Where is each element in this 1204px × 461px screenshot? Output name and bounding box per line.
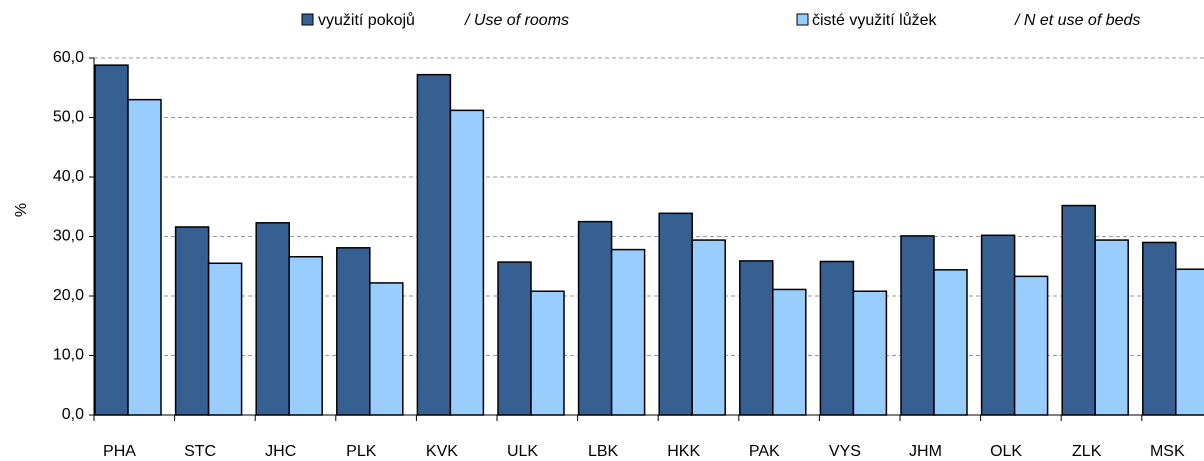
bar bbox=[207, 262, 243, 416]
bar bbox=[288, 255, 323, 416]
legend-label-en: / Use of rooms bbox=[464, 12, 569, 29]
x-tick-label: JHC bbox=[265, 443, 296, 460]
bar bbox=[1175, 268, 1204, 416]
bar bbox=[1142, 241, 1177, 416]
x-tick-label: ZLK bbox=[1072, 443, 1102, 460]
bar bbox=[819, 260, 855, 416]
x-tick-label: HKK bbox=[667, 443, 700, 460]
bar bbox=[127, 98, 162, 416]
x-tick-label: PLK bbox=[346, 443, 377, 460]
y-tick-label: 10,0 bbox=[53, 347, 84, 364]
bar bbox=[739, 260, 774, 416]
bar bbox=[449, 109, 485, 416]
bar bbox=[1061, 204, 1096, 416]
y-tick-label: 0,0 bbox=[62, 406, 84, 423]
bar bbox=[336, 247, 371, 416]
bar bbox=[933, 269, 968, 416]
y-tick-label: 30,0 bbox=[53, 228, 84, 245]
bar bbox=[577, 220, 613, 416]
bar bbox=[1013, 275, 1049, 416]
bar bbox=[174, 226, 210, 416]
legend-swatch bbox=[796, 13, 809, 26]
x-tick-label: VYS bbox=[829, 443, 861, 460]
x-tick-label: PAK bbox=[749, 443, 780, 460]
y-tick-label: 20,0 bbox=[53, 287, 84, 304]
bar bbox=[610, 248, 646, 416]
bar bbox=[255, 222, 290, 416]
bar bbox=[94, 64, 129, 416]
x-tick-label: STC bbox=[184, 443, 216, 460]
x-tick-label: PHA bbox=[103, 443, 136, 460]
bar bbox=[900, 235, 935, 416]
x-tick-label: KVK bbox=[426, 443, 458, 460]
bar bbox=[530, 290, 565, 416]
legend-label: využití pokojů bbox=[318, 11, 415, 29]
legend-label: čisté využití lůžek bbox=[812, 11, 937, 29]
bar bbox=[658, 212, 693, 416]
bar bbox=[691, 239, 726, 416]
x-tick-label: ULK bbox=[507, 443, 538, 460]
y-tick-label: 40,0 bbox=[53, 168, 84, 185]
legend-label-en: / N et use of beds bbox=[1014, 12, 1140, 29]
x-tick-label: MSK bbox=[1150, 443, 1185, 460]
y-axis-label: % bbox=[13, 203, 30, 217]
bar bbox=[369, 282, 404, 416]
bar bbox=[497, 261, 532, 416]
y-tick-label: 60,0 bbox=[53, 49, 84, 66]
y-tick-label: 50,0 bbox=[53, 109, 84, 126]
x-tick-label: LBK bbox=[588, 443, 619, 460]
x-tick-label: OLK bbox=[990, 443, 1022, 460]
x-tick-label: JHM bbox=[909, 443, 942, 460]
bar bbox=[416, 73, 452, 416]
bar bbox=[980, 234, 1016, 416]
bar bbox=[852, 290, 888, 416]
legend-swatch bbox=[301, 13, 314, 26]
bar bbox=[1094, 239, 1129, 416]
bar bbox=[772, 288, 807, 416]
